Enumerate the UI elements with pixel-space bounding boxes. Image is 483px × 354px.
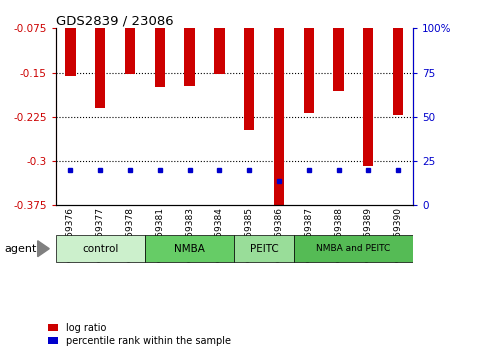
- Text: NMBA and PEITC: NMBA and PEITC: [316, 244, 391, 253]
- Bar: [244, 28, 255, 130]
- Bar: [214, 28, 225, 74]
- Bar: [95, 28, 105, 108]
- Bar: [393, 28, 403, 115]
- FancyBboxPatch shape: [145, 235, 234, 262]
- Bar: [155, 28, 165, 87]
- Text: agent: agent: [5, 244, 37, 254]
- Bar: [363, 28, 373, 166]
- Polygon shape: [38, 241, 49, 257]
- Bar: [274, 28, 284, 208]
- Bar: [333, 28, 344, 91]
- FancyBboxPatch shape: [56, 235, 145, 262]
- Text: NMBA: NMBA: [174, 244, 205, 254]
- Text: control: control: [82, 244, 118, 254]
- FancyBboxPatch shape: [294, 235, 413, 262]
- Text: PEITC: PEITC: [250, 244, 278, 254]
- Legend: log ratio, percentile rank within the sample: log ratio, percentile rank within the sa…: [48, 323, 231, 346]
- Text: GDS2839 / 23086: GDS2839 / 23086: [56, 14, 173, 27]
- Bar: [125, 28, 135, 74]
- FancyBboxPatch shape: [234, 235, 294, 262]
- Bar: [65, 28, 76, 75]
- Bar: [303, 28, 314, 113]
- Bar: [185, 28, 195, 86]
